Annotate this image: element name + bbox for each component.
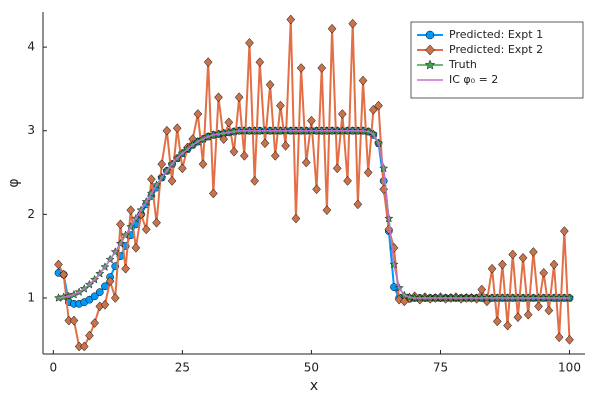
data-point: [250, 176, 259, 186]
data-point: [121, 263, 130, 274]
data-point: [100, 299, 110, 310]
data-point: [312, 184, 321, 195]
data-point: [296, 63, 306, 73]
data-point: [332, 163, 342, 174]
data-point: [317, 63, 327, 73]
data-point: [110, 293, 120, 303]
data-point: [95, 288, 104, 296]
data-point: [141, 224, 151, 235]
legend: Predicted: Expt 1 Predicted: Expt 2 Truth I…: [410, 21, 584, 99]
data-point: [90, 318, 99, 328]
data-point: [286, 14, 296, 25]
data-point: [260, 138, 270, 149]
plot-area: [53, 14, 575, 352]
data-point: [358, 75, 368, 86]
x-tick-label: 25: [175, 361, 190, 375]
data-point: [59, 269, 68, 280]
data-point: [239, 150, 249, 161]
data-point: [529, 247, 538, 257]
data-point: [209, 188, 218, 199]
data-point: [498, 259, 507, 270]
data-point: [374, 100, 383, 111]
data-point: [492, 316, 502, 327]
legend-label: Predicted: Expt 1: [449, 28, 543, 41]
data-point: [198, 159, 208, 170]
data-point: [301, 157, 311, 168]
data-point: [276, 100, 285, 111]
data-point: [193, 109, 203, 119]
y-axis-label: φ: [6, 178, 22, 187]
legend-label: Predicted: Expt 2: [449, 43, 543, 56]
x-tick-label: 50: [304, 361, 319, 375]
series-line: [58, 129, 570, 299]
legend-swatch: [425, 44, 435, 56]
data-point: [157, 159, 167, 170]
data-point: [162, 125, 172, 136]
data-point: [560, 226, 569, 236]
data-point: [85, 330, 94, 341]
data-point: [203, 57, 213, 68]
data-point: [487, 263, 497, 274]
data-point: [270, 150, 280, 161]
data-point: [363, 167, 373, 178]
data-point: [534, 301, 543, 312]
data-point: [343, 176, 352, 186]
data-point: [281, 140, 290, 151]
data-point: [126, 205, 136, 216]
data-point: [131, 242, 141, 253]
data-point: [544, 305, 554, 316]
data-point: [152, 217, 161, 228]
data-point: [503, 320, 512, 331]
x-tick-label: 0: [50, 361, 58, 375]
data-point: [172, 123, 182, 134]
y-tick-label: 2: [27, 207, 35, 221]
data-point: [348, 18, 358, 29]
legend-swatch: [424, 59, 436, 70]
data-point: [353, 199, 363, 210]
data-point: [549, 259, 559, 270]
data-point: [229, 146, 239, 157]
data-point: [291, 213, 301, 224]
data-point: [245, 38, 254, 48]
data-point: [307, 115, 316, 126]
data-point: [105, 276, 115, 287]
data-point: [513, 312, 523, 323]
data-point: [116, 219, 125, 230]
data-point: [214, 92, 223, 103]
data-point: [90, 292, 99, 301]
data-point: [54, 259, 63, 270]
data-point: [554, 332, 564, 343]
data-point: [523, 309, 533, 320]
x-axis-label: x: [310, 378, 318, 394]
legend-swatch: [425, 30, 435, 40]
data-point: [565, 293, 575, 302]
x-tick-label: 100: [558, 361, 581, 375]
data-point: [369, 104, 378, 115]
data-point: [518, 252, 528, 263]
series-line: [57, 18, 571, 348]
y-tick-label: 4: [27, 40, 35, 54]
data-point: [322, 205, 332, 216]
data-point: [147, 174, 156, 185]
y-tick-label: 1: [27, 290, 35, 304]
data-point: [69, 315, 79, 326]
data-point: [79, 341, 89, 352]
data-point: [539, 268, 549, 278]
data-point: [178, 163, 187, 174]
data-point: [338, 109, 347, 119]
data-point: [255, 57, 265, 68]
data-point: [508, 249, 518, 260]
data-point: [234, 92, 244, 103]
legend-label: Truth: [448, 58, 477, 71]
y-tick-label: 3: [27, 123, 35, 137]
legend-label: IC φ₀ = 2: [449, 73, 498, 86]
data-point: [224, 117, 234, 128]
data-point: [327, 23, 337, 34]
x-tick-label: 75: [433, 361, 448, 375]
data-point: [167, 176, 177, 186]
data-point: [565, 334, 574, 345]
data-point: [265, 79, 275, 90]
